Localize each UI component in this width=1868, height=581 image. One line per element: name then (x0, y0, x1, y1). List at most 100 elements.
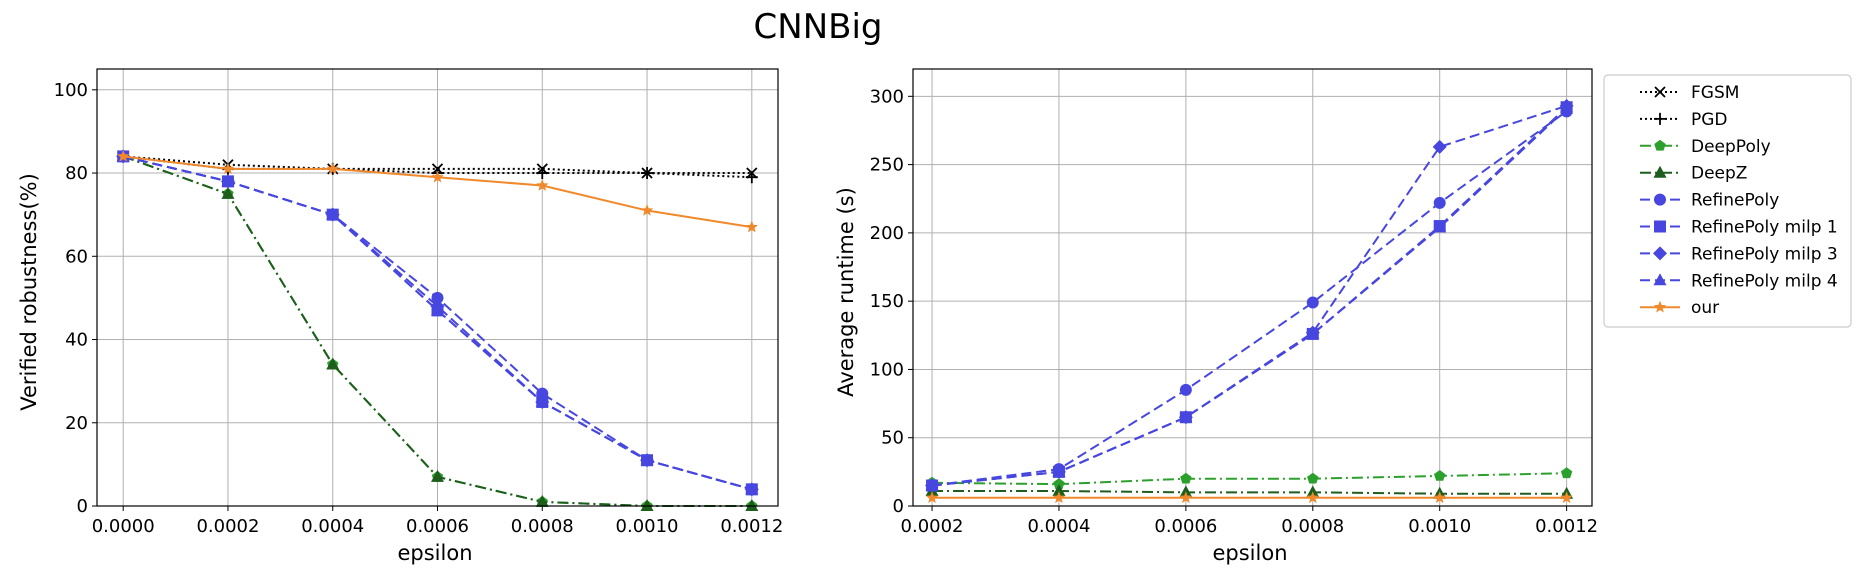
runtime-point-our (1306, 491, 1319, 504)
runtime-y-tick-label: 100 (870, 359, 904, 380)
runtime-series-refinepoly-milp-3 (925, 98, 1574, 493)
robustness-y-tick-label: 40 (65, 330, 88, 351)
legend-label: DeepPoly (1691, 137, 1771, 157)
runtime-point-refinepoly-milp-4 (1306, 326, 1320, 339)
robustness-point-deepz (221, 186, 235, 199)
runtime-point-refinepoly-milp-4 (1179, 410, 1193, 423)
legend: FGSM PGD DeepPoly DeepZ RefinePoly RefinePoly… (1603, 74, 1852, 328)
runtime-point-deeppoly (1180, 472, 1192, 484)
robustness-point-refinepoly-milp-4 (431, 303, 444, 316)
runtime-y-tick-label: 250 (870, 155, 904, 176)
runtime-plot-frame (912, 68, 1593, 507)
runtime-point-refinepoly (1306, 296, 1319, 309)
runtime-point-our (1560, 491, 1573, 504)
robustness-series-our (117, 149, 758, 233)
runtime-x-tick-label: 0.0008 (1281, 516, 1344, 537)
legend-marker (1653, 300, 1667, 313)
legend-label: our (1691, 298, 1719, 318)
runtime-grid (913, 69, 1592, 507)
robustness-x-tick-label: 0.0012 (720, 516, 783, 537)
legend-entry-our: our (1640, 298, 1719, 318)
runtime-line-refinepoly-milp-4 (931, 107, 1568, 487)
robustness-x-axis-label: epsilon (397, 541, 472, 565)
robustness-point-deepz (535, 494, 549, 507)
robustness-x-tick-label: 0.0008 (511, 516, 574, 537)
legend-marker (1654, 86, 1666, 98)
runtime-point-our (1052, 491, 1066, 504)
robustness-point-our (117, 149, 130, 162)
runtime-point-refinepoly-milp-4 (1052, 464, 1066, 477)
runtime-point-refinepoly (1179, 383, 1192, 396)
robustness-point-pgd (745, 171, 758, 184)
robustness-point-refinepoly (431, 291, 444, 304)
legend-marker (1653, 165, 1667, 178)
robustness-point-deepz (640, 499, 654, 511)
legend-marker (1654, 139, 1666, 151)
robustness-y-tick-label: 100 (54, 80, 88, 101)
runtime-point-refinepoly-milp-3 (1432, 139, 1447, 154)
runtime-series-deeppoly (926, 467, 1573, 490)
legend-marker (1653, 246, 1667, 261)
runtime-point-our (925, 491, 939, 504)
robustness-point-refinepoly-milp-4 (745, 482, 759, 495)
legend-label: PGD (1691, 110, 1728, 130)
robustness-x-tick-label: 0.0000 (92, 516, 155, 537)
legend-label: FGSM (1691, 83, 1739, 103)
legend-entry-refinepoly: RefinePoly (1640, 191, 1779, 211)
legend-entry-fgsm: FGSM (1640, 83, 1739, 103)
runtime-series-refinepoly-milp-4 (925, 101, 1574, 491)
legend-entry-deeppoly: DeepPoly (1640, 137, 1771, 157)
robustness-chart: epsilon Verified robustness(%) 0.0000 0.0… (17, 68, 783, 565)
runtime-line-refinepoly-milp-1 (931, 106, 1568, 487)
runtime-series-refinepoly (926, 105, 1573, 492)
runtime-x-tick-label: 0.0002 (901, 516, 964, 537)
robustness-point-our (536, 179, 549, 191)
runtime-point-our (1179, 491, 1193, 504)
runtime-line-refinepoly-milp-3 (931, 104, 1567, 487)
robustness-x-tick-label: 0.0010 (616, 516, 679, 537)
runtime-series-refinepoly-milp-1 (926, 101, 1573, 492)
robustness-point-our (221, 162, 235, 175)
robustness-y-axis-label: Verified robustness(%) (17, 173, 41, 411)
runtime-y-tick-label: 200 (870, 223, 904, 244)
runtime-x-tick-label: 0.0012 (1535, 516, 1598, 537)
runtime-point-deeppoly (1053, 478, 1065, 490)
robustness-plot-frame (96, 68, 779, 507)
robustness-grid (97, 69, 778, 507)
runtime-y-tick-label: 50 (881, 428, 904, 449)
robustness-y-tick-label: 60 (65, 246, 88, 267)
runtime-line-deeppoly (932, 472, 1567, 486)
runtime-point-refinepoly (1433, 196, 1446, 209)
runtime-series-our (925, 491, 1573, 504)
legend-marker (1653, 273, 1667, 286)
runtime-y-tick-label: 0 (893, 496, 904, 517)
legend-entry-refinepoly-milp-4: RefinePoly milp 4 (1640, 271, 1838, 291)
runtime-x-tick-label: 0.0010 (1408, 516, 1471, 537)
legend-marker (1654, 112, 1666, 125)
runtime-chart: epsilon Average runtime (s) 0.0002 0.0004… (834, 68, 1598, 565)
legend-label: RefinePoly milp 4 (1691, 271, 1838, 291)
robustness-series-refinepoly-milp-4 (116, 149, 759, 495)
runtime-y-tick-label: 300 (870, 86, 904, 107)
runtime-point-refinepoly-milp-4 (925, 478, 939, 491)
runtime-x-tick-label: 0.0004 (1027, 516, 1090, 537)
legend-entry-refinepoly-milp-1: RefinePoly milp 1 (1640, 218, 1838, 238)
legend-marker (1654, 193, 1666, 206)
legend-label: RefinePoly (1691, 191, 1779, 211)
legend-entry-deepz: DeepZ (1640, 164, 1747, 184)
robustness-y-tick-label: 20 (65, 413, 88, 434)
figure-title: CNNBig (754, 7, 883, 47)
runtime-series-deepz (925, 483, 1574, 499)
robustness-point-refinepoly-milp-4 (221, 174, 235, 187)
robustness-y-tick-label: 80 (65, 163, 88, 184)
robustness-point-deepz (745, 499, 759, 511)
robustness-point-refinepoly-milp-4 (535, 394, 549, 407)
robustness-point-our (431, 170, 444, 183)
runtime-point-deeppoly (1433, 469, 1446, 481)
runtime-line-deepz (932, 489, 1567, 495)
robustness-x-tick-label: 0.0004 (301, 516, 364, 537)
legend-label: RefinePoly milp 3 (1691, 244, 1838, 264)
runtime-point-our (1433, 491, 1446, 504)
legend-entry-refinepoly-milp-3: RefinePoly milp 3 (1640, 244, 1838, 264)
